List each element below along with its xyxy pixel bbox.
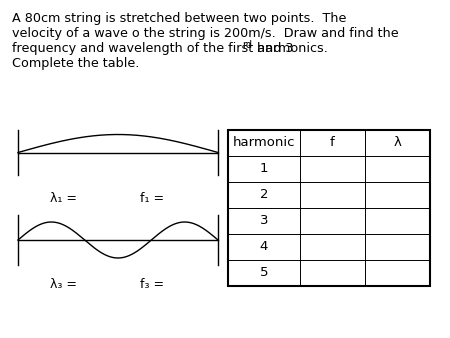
Bar xyxy=(228,130,430,286)
Text: 4: 4 xyxy=(260,241,268,254)
Text: rd: rd xyxy=(242,40,252,50)
Text: 3: 3 xyxy=(260,215,268,227)
Text: harmonic: harmonic xyxy=(233,137,295,149)
Text: f: f xyxy=(330,137,335,149)
Text: 5: 5 xyxy=(260,266,268,280)
Text: 2: 2 xyxy=(260,189,268,201)
Text: f₁ =: f₁ = xyxy=(140,192,164,205)
Text: Complete the table.: Complete the table. xyxy=(12,57,140,70)
Text: λ₁ =: λ₁ = xyxy=(50,192,77,205)
Text: λ: λ xyxy=(394,137,401,149)
Text: 1: 1 xyxy=(260,163,268,175)
Text: harmonics.: harmonics. xyxy=(253,42,328,55)
Text: λ₃ =: λ₃ = xyxy=(50,278,77,291)
Text: f₃ =: f₃ = xyxy=(140,278,164,291)
Text: frequency and wavelength of the first and 3: frequency and wavelength of the first an… xyxy=(12,42,293,55)
Text: A 80cm string is stretched between two points.  The: A 80cm string is stretched between two p… xyxy=(12,12,346,25)
Text: velocity of a wave o the string is 200m/s.  Draw and find the: velocity of a wave o the string is 200m/… xyxy=(12,27,399,40)
